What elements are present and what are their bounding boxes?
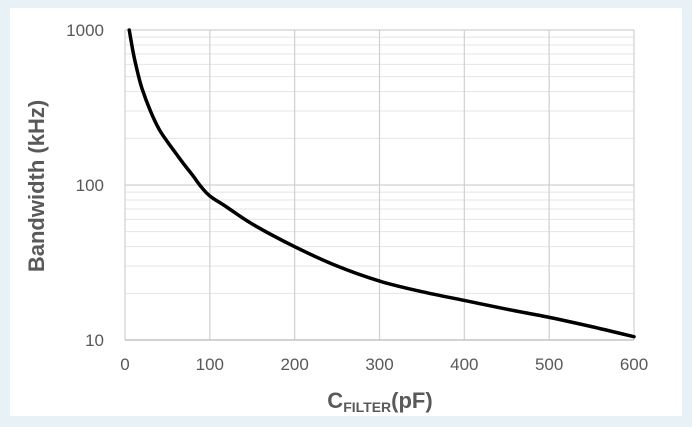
x-tick-label: 200 — [280, 355, 308, 374]
y-tick-label: 10 — [85, 331, 104, 350]
y-axis-title: Bandwidth (kHz) — [24, 100, 49, 272]
grid — [124, 29, 635, 341]
bandwidth-series-line — [127, 28, 636, 339]
y-tick-label: 1000 — [66, 21, 104, 40]
chart-area — [10, 8, 682, 416]
x-axis-title-unit: (pF) — [391, 388, 433, 413]
x-tick-label: 400 — [450, 355, 478, 374]
x-axis-title: CFILTER(pF) — [327, 388, 432, 415]
x-tick-label: 600 — [620, 355, 648, 374]
tick-labels: 0 100 200 300 400 500 600 10 100 1000 — [66, 21, 648, 374]
x-tick-label: 100 — [196, 355, 224, 374]
x-tick-label: 300 — [365, 355, 393, 374]
series-layer — [127, 28, 636, 339]
x-tick-label: 0 — [120, 355, 129, 374]
x-axis-title-main: C — [327, 388, 343, 413]
y-tick-label: 100 — [76, 176, 104, 195]
x-tick-label: 500 — [535, 355, 563, 374]
x-axis-title-subscript: FILTER — [343, 399, 391, 415]
